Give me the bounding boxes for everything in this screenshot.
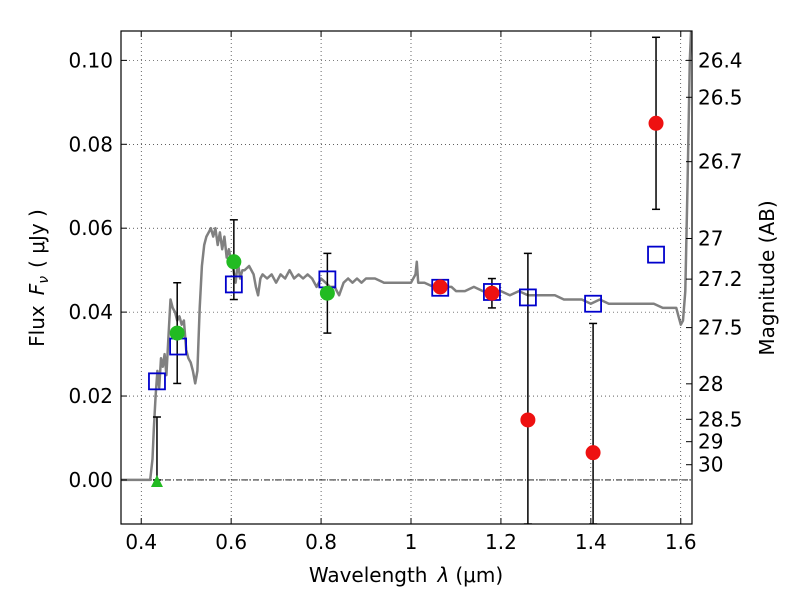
model-square-marker xyxy=(584,294,602,313)
x-tick-label: 0.6 xyxy=(215,530,247,554)
y2-axis-label: Magnitude (AB) xyxy=(755,200,779,355)
plot-frame xyxy=(120,30,693,525)
x-axis-label: Wavelength λ (μm) xyxy=(309,563,503,587)
model-square-marker xyxy=(647,245,665,264)
x-tick-label: 1 xyxy=(405,530,418,554)
y-tick-label: 0.06 xyxy=(68,216,113,240)
y2-tick-label: 28.5 xyxy=(698,407,743,431)
red-photometry-marker xyxy=(585,445,601,461)
x-tick-label: 0.8 xyxy=(305,530,337,554)
green-upper-limit-marker xyxy=(150,475,163,488)
axis-ticks: 0.4 0.6 0.8 1 1.2 1.4 1.6 0.00 0.02 0.04 0.06 0.08 0… xyxy=(68,31,743,554)
y2-tick-label: 28 xyxy=(698,372,723,396)
model-square-marker xyxy=(518,288,537,307)
model-square-marker xyxy=(224,275,243,294)
y2-tick-label: 27.5 xyxy=(698,316,743,340)
y-tick-label: 0.02 xyxy=(68,384,113,408)
x-tick-label: 1.6 xyxy=(665,530,697,554)
y-tick-label: 0.04 xyxy=(68,300,113,324)
y2-tick-label: 26.5 xyxy=(698,85,743,109)
sed-model-line xyxy=(121,31,692,482)
plot-content xyxy=(121,31,692,524)
green-photometry-marker xyxy=(319,285,335,301)
model-square-marker xyxy=(148,372,166,391)
y-axis-label: FluxFν( μJy ) xyxy=(25,209,52,347)
y2-tick-label: 30 xyxy=(698,453,723,477)
model-square-marker xyxy=(169,337,188,356)
y2-tick-label: 29 xyxy=(698,430,723,454)
x-tick-label: 1.2 xyxy=(485,530,517,554)
y-tick-label: 0.10 xyxy=(68,48,113,72)
green-photometry-marker xyxy=(226,254,242,270)
red-photometry-marker xyxy=(520,412,536,428)
grid xyxy=(121,31,692,524)
plot-area xyxy=(121,31,692,524)
x-tick-label: 1.4 xyxy=(575,530,607,554)
y2-tick-label: 26.4 xyxy=(698,48,743,72)
red-photometry-marker xyxy=(484,285,500,301)
y2-tick-label: 27 xyxy=(698,227,723,251)
red-photometry-marker xyxy=(432,279,448,295)
y2-tick-label: 26.7 xyxy=(698,150,743,174)
x-tick-label: 0.4 xyxy=(125,530,157,554)
y-tick-label: 0.08 xyxy=(68,132,113,156)
green-photometry-marker xyxy=(169,325,185,341)
y-tick-label: 0.00 xyxy=(68,468,113,492)
y2-tick-label: 27.2 xyxy=(698,267,743,291)
red-photometry-marker xyxy=(648,115,664,131)
